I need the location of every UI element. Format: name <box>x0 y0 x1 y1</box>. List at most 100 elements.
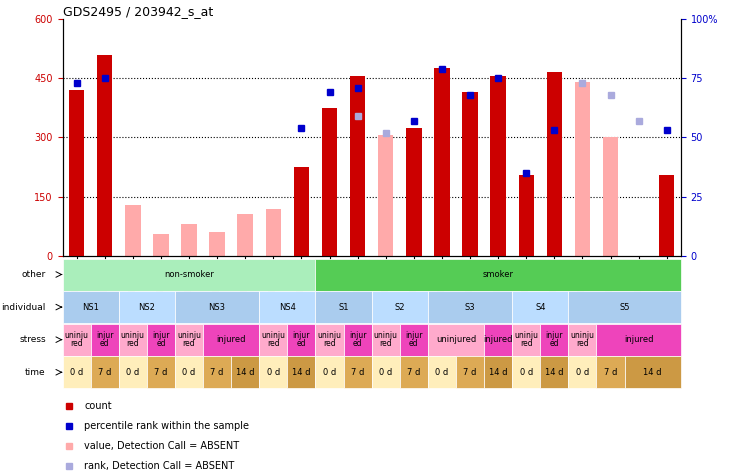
Bar <box>63 356 91 388</box>
Text: injur
ed: injur ed <box>152 331 170 348</box>
Bar <box>209 232 225 256</box>
Bar <box>484 356 512 388</box>
Text: 7 d: 7 d <box>210 368 224 377</box>
Bar <box>456 356 484 388</box>
Bar <box>378 136 394 256</box>
Text: injur
ed: injur ed <box>405 331 422 348</box>
Text: value, Detection Call = ABSENT: value, Detection Call = ABSENT <box>84 441 239 451</box>
Text: 0 d: 0 d <box>183 368 196 377</box>
Bar <box>596 356 625 388</box>
Text: smoker: smoker <box>483 270 514 279</box>
Bar <box>147 356 175 388</box>
Text: 0 d: 0 d <box>126 368 139 377</box>
Bar <box>603 137 618 256</box>
Bar <box>97 55 113 256</box>
Bar <box>125 205 141 256</box>
Text: uninju
red: uninju red <box>121 331 145 348</box>
Text: 7 d: 7 d <box>407 368 420 377</box>
Bar <box>484 324 512 356</box>
Bar <box>203 324 259 356</box>
Bar <box>175 356 203 388</box>
Text: 14 d: 14 d <box>643 368 662 377</box>
Bar <box>259 356 287 388</box>
Text: uninju
red: uninju red <box>65 331 88 348</box>
Bar <box>175 291 259 323</box>
Bar <box>259 291 316 323</box>
Bar <box>316 356 344 388</box>
Text: injur
ed: injur ed <box>96 331 113 348</box>
Text: 7 d: 7 d <box>98 368 111 377</box>
Text: S1: S1 <box>339 302 349 311</box>
Text: NS1: NS1 <box>82 302 99 311</box>
Bar <box>231 356 259 388</box>
Bar <box>568 291 681 323</box>
Text: 0 d: 0 d <box>379 368 392 377</box>
Bar <box>118 324 147 356</box>
Text: 0 d: 0 d <box>435 368 448 377</box>
Bar <box>625 356 681 388</box>
Bar <box>596 324 681 356</box>
Text: S3: S3 <box>464 302 475 311</box>
Text: rank, Detection Call = ABSENT: rank, Detection Call = ABSENT <box>84 461 235 471</box>
Bar <box>344 324 372 356</box>
Bar <box>63 259 316 291</box>
Text: individual: individual <box>1 302 46 311</box>
Bar <box>63 324 91 356</box>
Bar <box>406 128 422 256</box>
Text: S4: S4 <box>535 302 545 311</box>
Text: stress: stress <box>19 335 46 344</box>
Bar <box>568 324 596 356</box>
Text: uninju
red: uninju red <box>261 331 286 348</box>
Text: NS3: NS3 <box>208 302 226 311</box>
Text: injured: injured <box>216 335 246 344</box>
Text: 0 d: 0 d <box>520 368 533 377</box>
Text: injured: injured <box>624 335 654 344</box>
Bar <box>428 356 456 388</box>
Text: 0 d: 0 d <box>70 368 83 377</box>
Text: injur
ed: injur ed <box>349 331 367 348</box>
Bar <box>400 356 428 388</box>
Bar <box>91 356 118 388</box>
Bar <box>118 291 175 323</box>
Bar <box>316 259 681 291</box>
Bar <box>344 356 372 388</box>
Text: NS4: NS4 <box>279 302 296 311</box>
Bar <box>547 73 562 256</box>
Text: percentile rank within the sample: percentile rank within the sample <box>84 421 250 431</box>
Text: S2: S2 <box>394 302 405 311</box>
Text: S5: S5 <box>620 302 630 311</box>
Bar <box>428 324 484 356</box>
Bar <box>372 291 428 323</box>
Text: GDS2495 / 203942_s_at: GDS2495 / 203942_s_at <box>63 5 213 18</box>
Text: non-smoker: non-smoker <box>164 270 214 279</box>
Bar <box>400 324 428 356</box>
Bar <box>316 324 344 356</box>
Text: uninju
red: uninju red <box>570 331 595 348</box>
Bar <box>575 82 590 256</box>
Text: 7 d: 7 d <box>604 368 618 377</box>
Bar <box>91 324 118 356</box>
Text: 7 d: 7 d <box>351 368 364 377</box>
Bar <box>372 356 400 388</box>
Bar <box>512 324 540 356</box>
Text: NS2: NS2 <box>138 302 155 311</box>
Bar <box>153 234 169 256</box>
Bar <box>203 356 231 388</box>
Bar <box>69 90 85 256</box>
Text: 14 d: 14 d <box>489 368 507 377</box>
Text: other: other <box>21 270 46 279</box>
Text: 14 d: 14 d <box>236 368 255 377</box>
Bar <box>540 324 568 356</box>
Bar <box>659 175 674 256</box>
Text: uninju
red: uninju red <box>177 331 201 348</box>
Bar <box>259 324 287 356</box>
Bar <box>181 224 197 256</box>
Bar <box>63 291 118 323</box>
Text: 14 d: 14 d <box>292 368 311 377</box>
Text: time: time <box>25 368 46 377</box>
Bar <box>540 356 568 388</box>
Text: 0 d: 0 d <box>266 368 280 377</box>
Text: uninjured: uninjured <box>436 335 476 344</box>
Bar <box>462 92 478 256</box>
Bar <box>266 209 281 256</box>
